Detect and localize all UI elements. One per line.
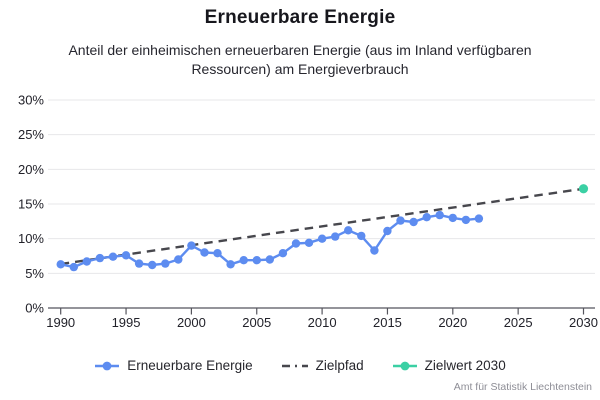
attribution: Amt für Statistik Liechtenstein [453,381,592,393]
y-axis-label: 30% [18,93,44,108]
chart-title: Erneuerbare Energie [204,7,396,28]
data-point[interactable] [448,213,457,223]
data-point[interactable] [304,238,314,247]
legend-item-zielwert-2030[interactable]: Zielwert 2030 [392,358,506,373]
data-point[interactable] [396,216,405,225]
data-point[interactable] [252,256,261,265]
y-axis-label: 25% [18,127,44,142]
zielwert-2030-point[interactable] [578,184,589,194]
data-point[interactable] [82,257,92,266]
x-axis-label: 1995 [112,315,141,330]
x-axis-label: 2005 [242,315,271,330]
data-point[interactable] [435,210,444,220]
x-axis-label: 2030 [569,315,598,330]
data-point[interactable] [56,260,65,269]
data-point[interactable] [291,239,301,248]
x-axis-label: 2015 [373,315,402,330]
data-point[interactable] [409,217,418,227]
data-point[interactable] [69,262,79,272]
zielpfad-line [60,187,584,266]
legend-label: Zielwert 2030 [424,358,506,373]
legend-label: Zielpfad [315,358,364,373]
y-axis-label: 20% [18,162,44,177]
data-point[interactable] [474,214,484,223]
y-axis-label: 10% [18,231,44,246]
data-point[interactable] [161,259,170,268]
y-axis-label: 0% [25,301,44,316]
data-point[interactable] [108,252,118,261]
y-axis-label: 15% [18,197,44,212]
y-axis-label: 5% [25,266,44,281]
data-point[interactable] [357,231,366,241]
dash-dot-line-icon [281,364,308,367]
data-point[interactable] [134,259,144,268]
data-point[interactable] [121,251,131,260]
chart-subtitle: Anteil der einheimischen erneuerbaren En… [68,42,532,77]
data-point[interactable] [331,232,340,241]
data-point[interactable] [265,255,274,264]
legend-label: Erneuerbare Energie [127,358,253,373]
data-point[interactable] [422,213,431,222]
data-point[interactable] [278,249,288,258]
x-axis-label: 2020 [438,315,467,330]
chart-legend: Erneuerbare Energie Zielpfad Zielwert 2030 [0,358,600,373]
data-point[interactable] [148,260,157,270]
data-point[interactable] [95,253,105,263]
data-point[interactable] [213,249,222,258]
x-axis-label: 2000 [177,315,206,330]
data-point[interactable] [239,256,248,265]
line-dot-icon [392,361,417,370]
data-point[interactable] [174,255,183,264]
data-point[interactable] [200,248,209,257]
legend-item-zielpfad[interactable]: Zielpfad [281,358,364,373]
x-axis-label: 2025 [504,315,533,330]
legend-item-erneuerbare-energie[interactable]: Erneuerbare Energie [94,358,253,373]
data-point[interactable] [317,234,327,243]
x-axis-label: 2010 [308,315,337,330]
line-dot-icon [95,361,120,370]
x-axis-label: 1990 [46,315,75,330]
data-point[interactable] [383,226,392,236]
data-point[interactable] [344,226,353,235]
data-point[interactable] [461,215,471,225]
data-point[interactable] [370,246,379,255]
data-point[interactable] [187,241,196,250]
data-point[interactable] [226,260,235,269]
